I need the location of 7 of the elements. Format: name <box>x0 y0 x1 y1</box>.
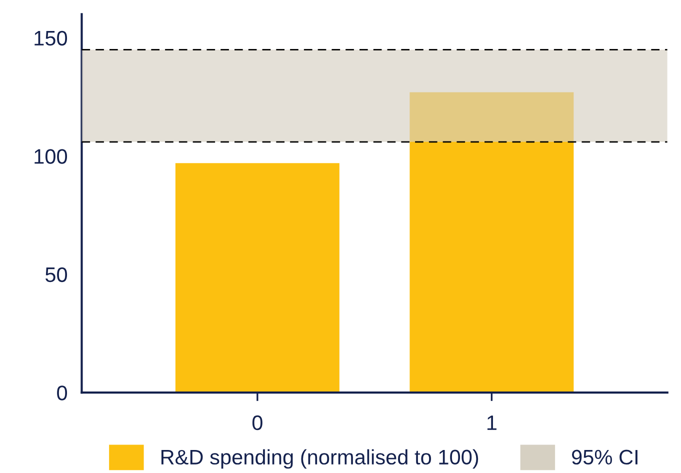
y-tick-label: 50 <box>45 267 68 282</box>
legend-label: R&D spending (normalised to 100) <box>161 449 478 469</box>
legend-label: 95% CI <box>572 450 638 465</box>
y-tick-label: 100 <box>34 149 68 164</box>
x-tick-label: 1 <box>487 416 496 430</box>
y-tick-label: 0 <box>57 386 68 400</box>
y-tick-label: 150 <box>34 30 68 46</box>
